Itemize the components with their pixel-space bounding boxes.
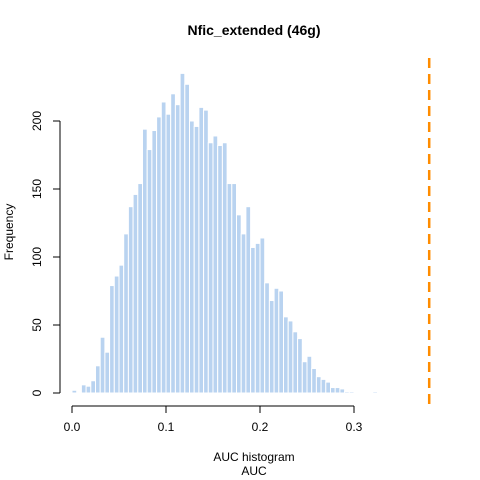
- histogram-bar: [344, 391, 350, 394]
- x-tick-label: 0.2: [252, 420, 269, 434]
- histogram-bar: [71, 389, 78, 394]
- histogram-bar: [85, 385, 92, 394]
- x-tick-label: 0.0: [64, 420, 81, 434]
- histogram-bar: [325, 381, 331, 394]
- histogram-bar: [109, 285, 115, 394]
- histogram-bar: [113, 275, 120, 394]
- histogram-bar: [95, 365, 101, 394]
- x-axis-label: AUC histogram: [213, 450, 294, 464]
- histogram-bar: [99, 336, 106, 394]
- y-axis-label: Frequency: [2, 204, 16, 261]
- histogram-bar: [240, 233, 247, 394]
- histogram-bar: [90, 380, 97, 394]
- histogram-bar: [198, 106, 205, 394]
- histogram-bar: [165, 113, 172, 394]
- x-axis-label-secondary: AUC: [241, 464, 267, 478]
- histogram-bar: [132, 193, 139, 394]
- histogram-bar: [250, 246, 256, 394]
- x-tick-label: 0.3: [346, 420, 363, 434]
- histogram-bar: [151, 130, 158, 394]
- histogram-bar: [264, 282, 270, 394]
- histogram-bar: [179, 72, 186, 394]
- histogram-bar: [236, 214, 242, 394]
- histogram-bar: [348, 391, 355, 394]
- histogram-bar: [184, 83, 191, 394]
- y-tick-label: 100: [30, 247, 44, 267]
- histogram-bar: [311, 368, 317, 394]
- y-tick-label: 0: [30, 389, 44, 396]
- histogram-bar: [226, 183, 233, 394]
- x-axis: 0.0 0.1 0.2 0.3: [64, 405, 363, 434]
- histogram-bar: [170, 93, 176, 394]
- histogram-bar: [174, 104, 181, 394]
- histogram-bar: [217, 144, 223, 394]
- bars-group: [71, 72, 378, 394]
- histogram-bar: [203, 109, 209, 394]
- histogram-bar: [334, 387, 341, 394]
- histogram-bar: [287, 320, 294, 394]
- histogram-bar: [254, 242, 261, 394]
- histogram-bar: [193, 125, 200, 394]
- histogram-bar: [320, 378, 327, 394]
- histogram-bar: [268, 300, 275, 394]
- y-tick-label: 50: [30, 318, 44, 332]
- histogram-bar: [278, 290, 284, 394]
- histogram-bar: [372, 391, 378, 394]
- histogram-bar: [189, 120, 195, 394]
- histogram-bar: [301, 361, 308, 394]
- histogram-bar: [80, 384, 87, 394]
- y-axis: 0 50 100 150 200: [30, 111, 61, 396]
- histogram-bar: [156, 116, 162, 394]
- histogram-bar: [315, 376, 322, 394]
- histogram-bar: [212, 135, 219, 394]
- histogram-bar: [207, 142, 214, 394]
- histogram-bar: [127, 206, 134, 394]
- histogram-bar: [142, 128, 148, 394]
- histogram-bar: [146, 149, 153, 394]
- histogram-bar: [292, 331, 299, 394]
- histogram-bar: [245, 206, 252, 394]
- histogram-bar: [118, 264, 125, 394]
- y-tick-label: 150: [30, 179, 44, 199]
- histogram-bar: [306, 355, 313, 394]
- histogram-bar: [104, 351, 111, 394]
- histogram-bar: [231, 183, 238, 394]
- histogram-bar: [221, 142, 228, 394]
- histogram-bar: [297, 338, 303, 394]
- histogram-bar: [123, 233, 129, 394]
- chart-title: Nfic_extended (46g): [187, 22, 320, 38]
- histogram-bar: [330, 387, 336, 394]
- x-tick-label: 0.1: [158, 420, 175, 434]
- histogram-bar: [137, 183, 144, 394]
- histogram-bar: [273, 287, 280, 394]
- histogram-bar: [339, 388, 346, 394]
- y-tick-label: 200: [30, 111, 44, 131]
- histogram-bar: [283, 316, 289, 394]
- histogram-bar: [160, 101, 167, 394]
- histogram-bar: [259, 237, 266, 394]
